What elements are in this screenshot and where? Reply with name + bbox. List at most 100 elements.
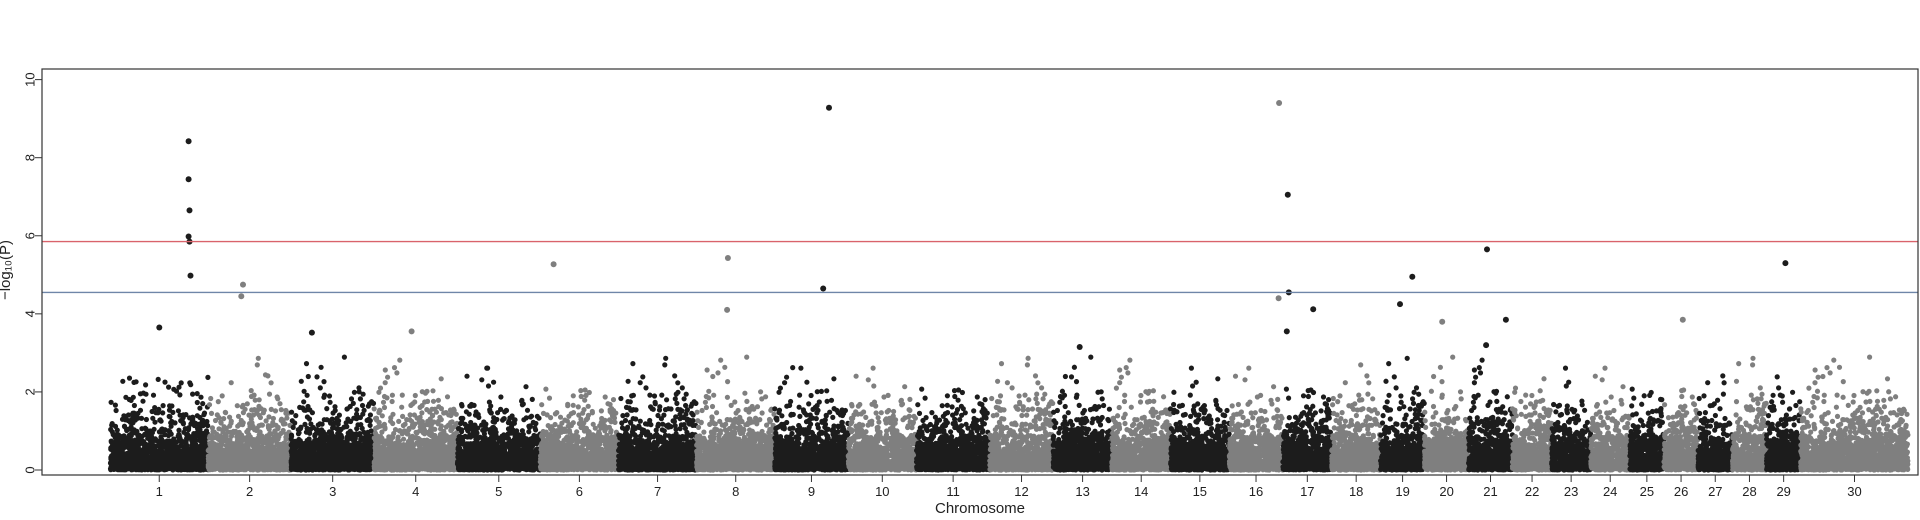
snp-cloud-chr-12	[987, 355, 1056, 473]
x-tick-label: 26	[1674, 484, 1688, 499]
x-axis-title: Chromosome	[935, 500, 1025, 517]
x-tick-label: 11	[946, 484, 960, 499]
snp-point	[1076, 344, 1083, 350]
x-tick-label: 5	[495, 484, 502, 499]
x-tick-label: 23	[1564, 484, 1578, 499]
snp-cloud-chr-29	[1764, 374, 1804, 473]
snp-cloud-chr-17	[1280, 386, 1335, 473]
y-tick-label: 2	[22, 388, 37, 395]
snp-point	[187, 272, 194, 279]
snp-cloud-chr-11	[913, 386, 993, 473]
x-tick-label: 27	[1708, 484, 1722, 499]
x-tick-label: 16	[1249, 484, 1263, 499]
snp-point	[1397, 301, 1403, 308]
x-tick-label: 15	[1193, 484, 1207, 499]
snp-point	[186, 207, 193, 214]
snp-point	[238, 293, 245, 300]
snp-cloud-chr-16	[1226, 365, 1286, 473]
snp-point	[724, 306, 731, 313]
y-axis: 0 2 4 6 8 10	[22, 72, 43, 474]
snp-cloud-chr-4	[371, 357, 460, 473]
snp-point	[826, 104, 832, 111]
snp-point	[1275, 295, 1282, 302]
y-tick-label: 0	[22, 466, 37, 473]
snp-point	[820, 285, 827, 292]
x-tick-label: 19	[1395, 484, 1409, 499]
threshold-layer	[42, 240, 1918, 294]
snp-point	[240, 281, 246, 288]
x-tick-label: 17	[1300, 484, 1314, 499]
snp-cloud-chr-13	[1050, 354, 1115, 473]
snp-cloud-chr-19	[1378, 355, 1428, 473]
y-tick-label: 8	[22, 154, 37, 161]
snp-point	[1439, 318, 1446, 325]
snp-point	[1276, 100, 1283, 106]
snp-cloud-chr-27	[1695, 373, 1735, 473]
snp-point	[724, 255, 731, 261]
snp-point	[1283, 328, 1290, 335]
snp-point	[1409, 273, 1416, 280]
snp-point	[1484, 246, 1490, 253]
x-tick-label: 6	[576, 484, 583, 499]
x-tick-label: 12	[1014, 484, 1028, 499]
snp-point	[1679, 316, 1686, 323]
x-tick-label: 21	[1483, 484, 1497, 499]
x-axis: 1 2 3 4 5 6 7 8 9 10 11 12 13 14 15 16 17 18 19 20 21 22 23 24 2…	[156, 474, 1862, 499]
snp-point	[308, 329, 315, 336]
snp-cloud-chr-2	[205, 355, 294, 473]
snp-cloud-chr-22	[1509, 376, 1555, 473]
snp-cloud-chr-9	[772, 364, 851, 473]
x-tick-label: 14	[1134, 484, 1148, 499]
snp-cloud-chr-3	[288, 354, 377, 473]
snp-point	[408, 328, 415, 335]
x-tick-label: 28	[1742, 484, 1756, 499]
snp-point	[1782, 260, 1789, 267]
snp-cloud-chr-14	[1109, 357, 1174, 473]
x-tick-label: 22	[1525, 484, 1539, 499]
snp-cloud-chr-30	[1798, 354, 1911, 473]
x-tick-label: 30	[1847, 484, 1861, 499]
y-tick-label: 4	[22, 310, 37, 317]
snp-point	[1310, 306, 1317, 313]
x-tick-label: 4	[412, 484, 419, 499]
y-tick-label: 10	[22, 72, 37, 86]
snp-point	[185, 176, 192, 183]
snp-cloud-chr-28	[1729, 355, 1770, 473]
snp-cloud-chr-7	[616, 355, 700, 473]
snp-cloud-chr-18	[1329, 362, 1384, 473]
snp-point	[550, 261, 557, 268]
x-tick-label: 18	[1349, 484, 1363, 499]
x-tick-label: 25	[1640, 484, 1654, 499]
snp-cloud-chr-1	[107, 374, 211, 473]
x-tick-label: 8	[732, 484, 739, 499]
y-axis-title: −log₁₀(P)	[0, 240, 14, 300]
snp-point	[1502, 316, 1509, 323]
x-tick-label: 3	[329, 484, 336, 499]
x-tick-label: 7	[654, 484, 661, 499]
x-tick-label: 9	[808, 484, 815, 499]
snp-cloud-chr-21	[1466, 357, 1515, 473]
snp-cloud-chr-5	[454, 365, 543, 473]
snp-cloud-chr-24	[1588, 365, 1633, 473]
snp-cloud-chr-8	[694, 354, 778, 473]
snp-point	[1284, 191, 1291, 198]
snp-cloud-chr-15	[1167, 365, 1232, 473]
snp-cloud-chr-25	[1627, 386, 1667, 473]
x-tick-label: 20	[1439, 484, 1453, 499]
x-tick-label: 29	[1776, 484, 1790, 499]
x-tick-label: 13	[1075, 484, 1089, 499]
x-tick-label: 24	[1603, 484, 1617, 499]
snp-point	[1483, 342, 1490, 349]
y-tick-label: 6	[22, 232, 37, 239]
points-layer	[107, 100, 1911, 473]
snp-point	[185, 138, 192, 145]
snp-point	[156, 324, 163, 331]
x-tick-label: 2	[246, 484, 253, 499]
x-tick-label: 10	[875, 484, 889, 499]
snp-cloud-chr-20	[1422, 354, 1471, 473]
snp-point	[185, 233, 192, 240]
x-tick-label: 1	[156, 484, 163, 499]
snp-cloud-chr-6	[537, 386, 622, 473]
snp-cloud-chr-26	[1661, 387, 1701, 473]
